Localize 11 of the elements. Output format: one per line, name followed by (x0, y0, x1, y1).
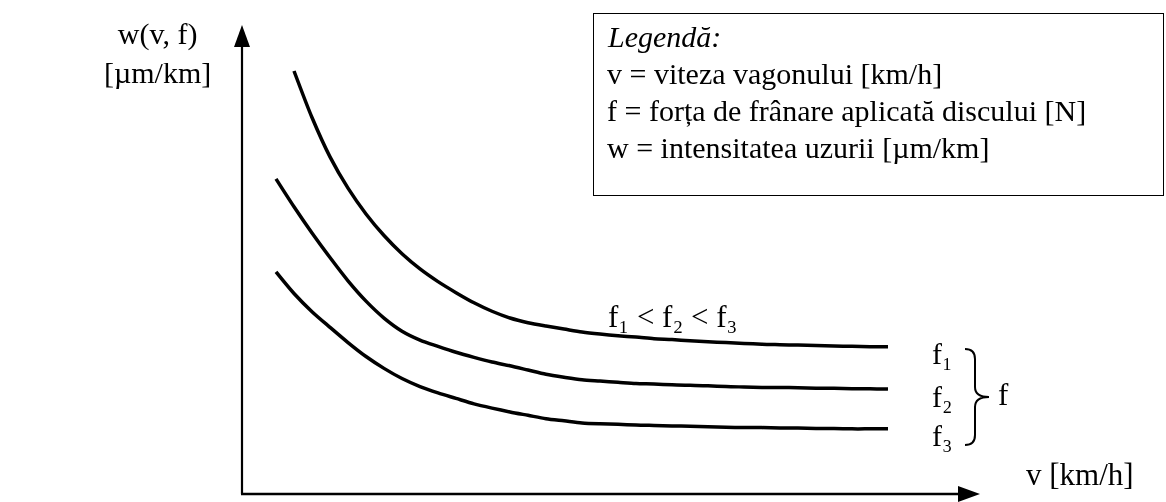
text: f (998, 377, 1009, 412)
annotation: w = intensitatea uzurii [µm/km] (607, 131, 990, 164)
series-label: f₁ (932, 337, 953, 370)
series-label: f₂ (932, 380, 953, 413)
x-axis-title: v [km/h] (1026, 457, 1134, 492)
annotation: f = forța de frânare aplicată discului [N] (607, 94, 1087, 127)
annotation: f₁ < f₂ < f₃ (608, 299, 738, 334)
text: Legendă: (607, 20, 722, 53)
series-label: f₃ (932, 419, 953, 452)
annotation: v = viteza vagonului [km/h] (607, 57, 943, 90)
y-axis-title: w(v, f) [µm/km] (104, 17, 212, 89)
